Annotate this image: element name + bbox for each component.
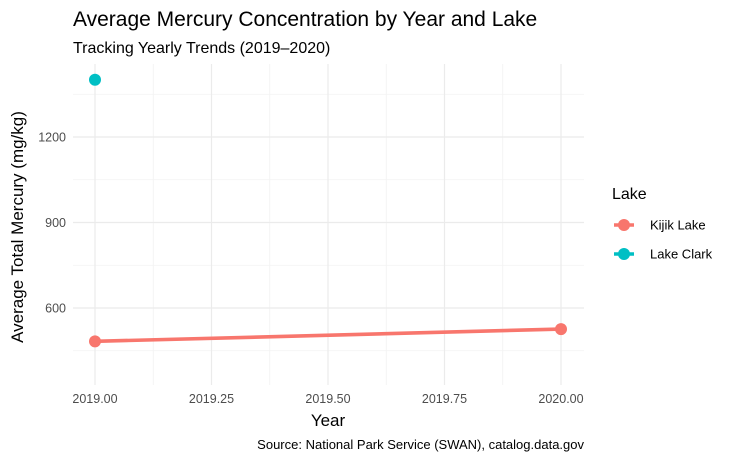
x-tick-label: 2020.00 <box>538 392 583 406</box>
x-tick-label: 2019.75 <box>422 392 467 406</box>
y-axis-ticks: 600 900 1200 <box>38 131 66 316</box>
legend-title: Lake <box>612 186 647 203</box>
y-tick-label: 600 <box>45 302 66 316</box>
y-axis-title: Average Total Mercury (mg/kg) <box>8 111 27 343</box>
x-tick-label: 2019.00 <box>72 392 117 406</box>
chart-subtitle: Tracking Yearly Trends (2019–2020) <box>73 40 330 57</box>
data-point <box>89 73 101 86</box>
series-line <box>94 327 562 344</box>
legend-label: Lake Clark <box>650 247 713 262</box>
x-axis-title: Year <box>311 411 346 430</box>
x-axis-ticks: 2019.00 2019.25 2019.50 2019.75 2020.00 <box>72 392 583 406</box>
x-tick-label: 2019.25 <box>189 392 234 406</box>
data-point <box>89 335 101 348</box>
x-tick-label: 2019.50 <box>305 392 350 406</box>
series-lines <box>94 327 562 344</box>
legend-key-point <box>618 219 630 231</box>
data-point <box>555 323 567 336</box>
legend-label: Kijik Lake <box>650 218 706 233</box>
y-tick-label: 1200 <box>38 131 66 145</box>
series-points <box>89 73 567 348</box>
chart-caption: Source: National Park Service (SWAN), ca… <box>257 437 584 452</box>
legend-items: Kijik Lake Lake Clark <box>614 218 713 262</box>
y-tick-label: 900 <box>45 216 66 230</box>
chart-title: Average Mercury Concentration by Year an… <box>73 8 537 31</box>
plot-panel <box>73 64 584 385</box>
legend-key-point <box>618 248 630 260</box>
legend: Lake Kijik Lake Lake Clark <box>612 186 713 262</box>
